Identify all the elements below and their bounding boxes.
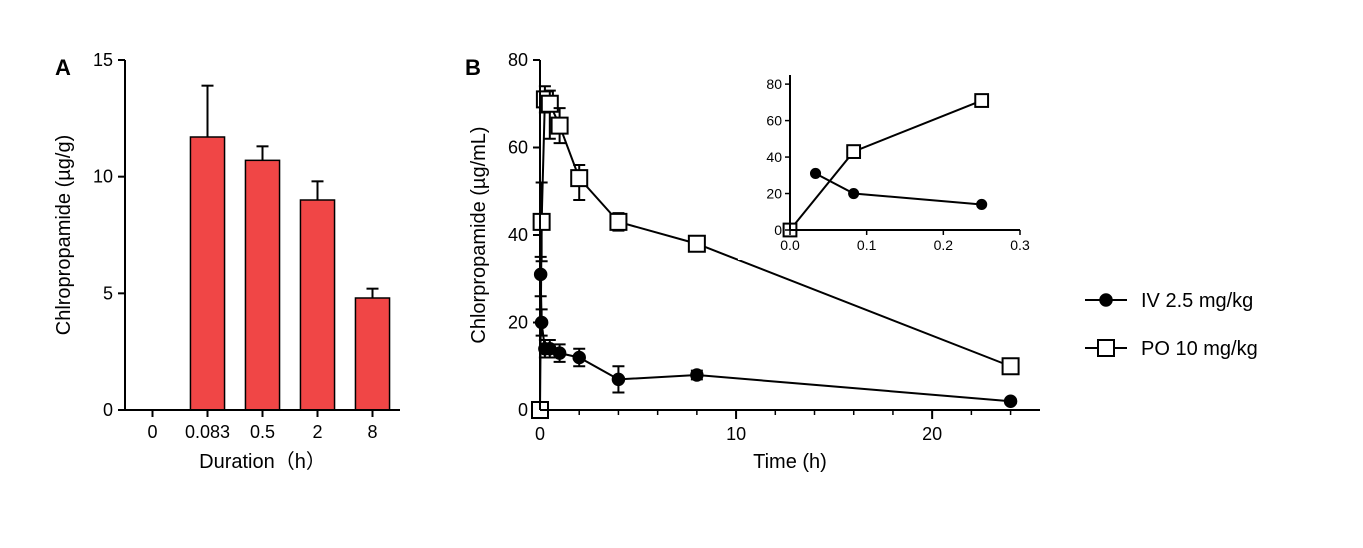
marker-square-po xyxy=(542,96,558,112)
marker-square-po xyxy=(552,118,568,134)
panel-a-bar xyxy=(300,200,334,410)
panel-b-yticklabel: 80 xyxy=(508,50,528,70)
inset-yticklabel: 0 xyxy=(774,222,782,238)
panel-a-yticklabel: 5 xyxy=(103,283,113,303)
panel-b-label: B xyxy=(465,55,481,80)
figure-stage: A00.0830.528051015Duration（h）Chlropropam… xyxy=(0,0,1363,548)
marker-square-po xyxy=(534,214,550,230)
panel-a-xticklabel: 2 xyxy=(312,422,322,442)
panel-b: B 0 20 40 60 80 0 10 20 Time (h) Chlorpropamide (µ… xyxy=(465,50,1258,473)
marker-square-po xyxy=(847,145,860,158)
figure-svg: A00.0830.528051015Duration（h）Chlropropam… xyxy=(0,0,1363,548)
panel-a-bar xyxy=(190,137,224,410)
marker-circle-iv xyxy=(1005,395,1017,407)
legend-label-po: PO 10 mg/kg xyxy=(1141,338,1258,360)
inset-yticklabel: 20 xyxy=(766,186,782,202)
marker-circle-iv xyxy=(977,200,987,210)
inset-yticklabel: 60 xyxy=(766,113,782,129)
panel-b-yticklabel: 60 xyxy=(508,138,528,158)
panel-a-yticklabel: 0 xyxy=(103,400,113,420)
marker-circle-iv xyxy=(849,189,859,199)
inset-xticklabel: 0.0 xyxy=(780,237,800,253)
inset-xticklabel: 0.1 xyxy=(857,237,877,253)
panel-b-ylabel: Chlorpropamide (µg/mL) xyxy=(468,126,490,343)
panel-b-xlabel: Time (h) xyxy=(753,451,827,473)
marker-square-po xyxy=(610,214,626,230)
inset-xticklabel: 0.2 xyxy=(934,237,954,253)
panel-b-yticklabel: 40 xyxy=(508,225,528,245)
legend-label-iv: IV 2.5 mg/kg xyxy=(1141,290,1253,312)
panel-a-xticklabel: 0.5 xyxy=(250,422,275,442)
panel-a-yticklabel: 15 xyxy=(93,50,113,70)
panel-a-xlabel: Duration（h） xyxy=(199,450,326,473)
marker-circle-iv xyxy=(573,352,585,364)
panel-b-legend: IV 2.5 mg/kg PO 10 mg/kg xyxy=(1085,290,1258,360)
panel-b-yticklabel: 0 xyxy=(518,400,528,420)
panel-a-xticklabel: 0.083 xyxy=(185,422,230,442)
inset-yticklabel: 40 xyxy=(766,149,782,165)
marker-circle-iv xyxy=(1100,294,1112,306)
panel-a-bar xyxy=(245,160,279,410)
marker-circle-iv xyxy=(691,369,703,381)
panel-b-inset: 0 20 40 60 80 0.0 0.1 0.2 0.3 xyxy=(738,69,1030,260)
panel-a-xticklabel: 0 xyxy=(147,422,157,442)
marker-circle-iv xyxy=(554,347,566,359)
panel-a: A 0 0.083 0.5 2 8 0 5 10 15 Duration（h） Chlropropam… xyxy=(53,50,400,473)
panel-a-bar xyxy=(355,298,389,410)
panel-a-xticklabel: 8 xyxy=(367,422,377,442)
panel-a-label: A xyxy=(55,55,71,80)
marker-square-po xyxy=(1098,340,1114,356)
inset-xticklabel: 0.3 xyxy=(1010,237,1030,253)
panel-b-yticklabel: 20 xyxy=(508,313,528,333)
panel-b-xticklabel: 0 xyxy=(535,424,545,444)
panel-a-yticklabel: 10 xyxy=(93,167,113,187)
marker-square-po xyxy=(1003,358,1019,374)
panel-a-ylabel: Chlropropamide (µg/g) xyxy=(53,135,75,336)
panel-b-xticklabel: 10 xyxy=(726,424,746,444)
marker-square-po xyxy=(689,236,705,252)
inset-yticklabel: 80 xyxy=(766,76,782,92)
marker-circle-iv xyxy=(811,169,821,179)
panel-b-xticklabel: 20 xyxy=(922,424,942,444)
marker-circle-iv xyxy=(612,373,624,385)
marker-square-po xyxy=(571,170,587,186)
marker-square-po xyxy=(975,94,988,107)
